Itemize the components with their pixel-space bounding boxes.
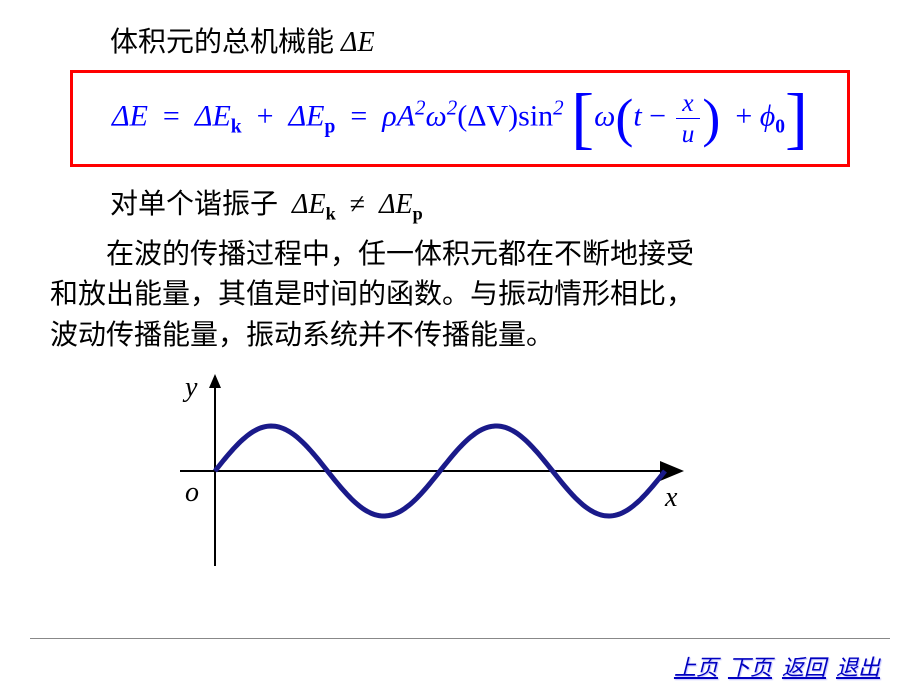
line2-math: ΔEk ≠ ΔEp bbox=[285, 189, 423, 220]
origin-label: o bbox=[185, 477, 199, 508]
f-ek-sub: k bbox=[231, 116, 242, 137]
paragraph-line-3: 波动传播能量，振动系统并不传播能量。 bbox=[50, 316, 870, 357]
l2-ep-sub: p bbox=[413, 204, 423, 224]
x-label: x bbox=[664, 482, 678, 513]
f-u: u bbox=[676, 119, 701, 149]
paragraph-line-1: 在波的传播过程中，任一体积元都在不断地接受 bbox=[50, 235, 870, 276]
f-phi0: 0 bbox=[775, 116, 785, 137]
f-dV: (ΔV) bbox=[457, 99, 518, 132]
formula-content: ΔE = ΔEk + ΔEp = ρA2ω2(ΔV)sin2 [ω(t − xu… bbox=[112, 88, 808, 149]
l2-neq: ≠ bbox=[350, 189, 365, 220]
f-minus: − bbox=[649, 99, 666, 132]
exit-button[interactable]: 退出 bbox=[836, 650, 880, 682]
paragraph-line-2: 和放出能量，其值是时间的函数。与振动情形相比， bbox=[50, 275, 870, 316]
back-button[interactable]: 返回 bbox=[782, 650, 826, 682]
oscillator-line: 对单个谐振子 ΔEk ≠ ΔEp bbox=[110, 182, 880, 225]
wave-chart: y x o bbox=[140, 366, 700, 576]
p-l1: 在波的传播过程中，任一体积元都在不断地接受 bbox=[106, 239, 694, 270]
footer-divider bbox=[30, 638, 890, 640]
f-ek: ΔE bbox=[195, 99, 231, 132]
f-lhs: ΔE bbox=[112, 99, 148, 132]
nav-bar: 上页 下页 返回 退出 bbox=[674, 650, 880, 682]
l2-ek: ΔE bbox=[292, 189, 326, 220]
wave-svg: y x o bbox=[140, 366, 700, 576]
line2-text: 对单个谐振子 bbox=[110, 189, 278, 220]
energy-formula-box: ΔE = ΔEk + ΔEp = ρA2ω2(ΔV)sin2 [ω(t − xu… bbox=[70, 70, 850, 167]
f-ep-sub: p bbox=[325, 116, 336, 137]
l2-ep: ΔE bbox=[379, 189, 413, 220]
y-arrow bbox=[209, 374, 221, 388]
f-sin2: 2 bbox=[553, 95, 564, 119]
f-sin: sin bbox=[518, 99, 553, 132]
f-frac: xu bbox=[676, 88, 701, 149]
y-label: y bbox=[182, 372, 198, 403]
f-t: t bbox=[633, 99, 641, 132]
l2-ek-sub: k bbox=[326, 204, 336, 224]
p-l3: 波动传播能量，振动系统并不传播能量。 bbox=[50, 320, 554, 351]
f-x: x bbox=[676, 88, 699, 119]
f-A2: 2 bbox=[415, 95, 426, 119]
f-A: A bbox=[397, 99, 415, 132]
f-rho: ρ bbox=[382, 99, 396, 132]
title-text: 体积元的总机械能 bbox=[110, 27, 334, 58]
f-phi: ϕ bbox=[760, 99, 776, 132]
f-w2: 2 bbox=[447, 95, 458, 119]
title-math: ΔE bbox=[341, 27, 375, 58]
page-title: 体积元的总机械能 ΔE bbox=[110, 20, 880, 60]
f-ep: ΔE bbox=[289, 99, 325, 132]
prev-button[interactable]: 上页 bbox=[674, 650, 718, 682]
f-omega2: ω bbox=[594, 99, 615, 132]
next-button[interactable]: 下页 bbox=[728, 650, 772, 682]
f-omega: ω bbox=[426, 99, 447, 132]
p-l2: 和放出能量，其值是时间的函数。与振动情形相比， bbox=[50, 279, 694, 310]
